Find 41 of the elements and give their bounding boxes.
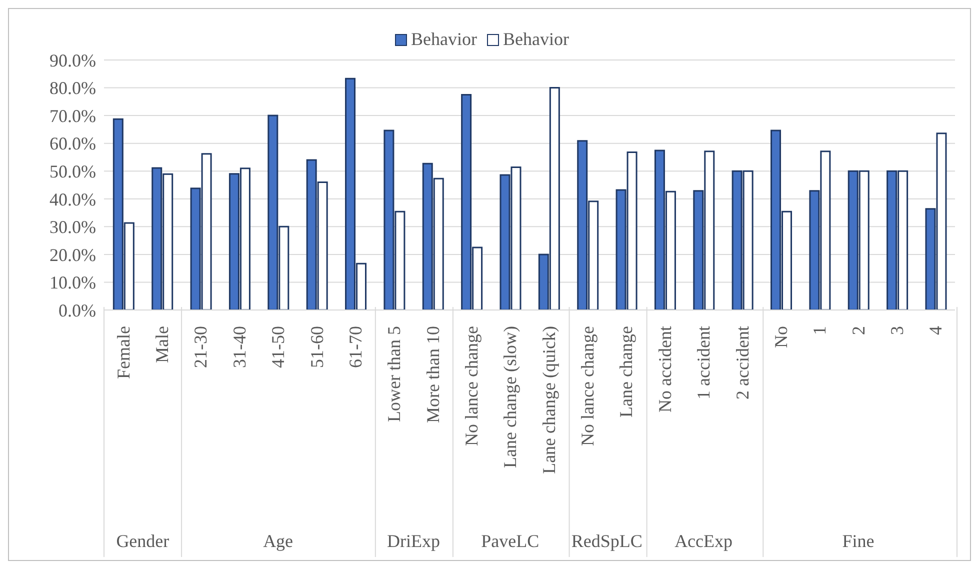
x-tick-label: 1 accident xyxy=(694,326,714,400)
x-tick-label: No accident xyxy=(654,326,675,412)
x-tick-label: 51-60 xyxy=(306,326,327,368)
text: Age xyxy=(263,531,294,551)
x-tick-label: 61-70 xyxy=(345,326,366,368)
x-tick-label: Female xyxy=(113,326,134,379)
x-tick-label: No lance change xyxy=(578,326,598,446)
x-tick-label: 4 xyxy=(926,326,946,335)
x-tick-label: 41-50 xyxy=(268,326,288,368)
x-tick-label: 21-30 xyxy=(190,326,211,368)
text: PaveLC xyxy=(481,531,540,551)
x-tick-label: Lane change (slow) xyxy=(500,326,520,468)
x-tick-label: 31-40 xyxy=(229,326,250,368)
y-tick-label: 50.0% xyxy=(50,162,96,182)
legend-label: Behavior xyxy=(410,29,477,50)
x-tick-label: 1 xyxy=(810,326,830,335)
x-tick-label: Male xyxy=(152,326,172,363)
text: DriExp xyxy=(386,531,440,551)
x-tick-label: 2 xyxy=(848,326,868,335)
y-tick-label: 10.0% xyxy=(50,272,96,293)
y-tick-label: 90.0% xyxy=(50,50,96,70)
y-tick-label: 0.0% xyxy=(58,300,96,320)
legend-label: Behavior xyxy=(502,29,569,50)
x-tick-label: 3 xyxy=(886,326,907,335)
x-tick-label: Lane change (quick) xyxy=(538,326,559,474)
x-tick-label: Lower than 5 xyxy=(384,326,404,422)
text: Gender xyxy=(116,531,170,551)
y-tick-label: 60.0% xyxy=(50,134,96,154)
y-tick-label: 30.0% xyxy=(50,217,96,238)
x-tick-label: No lance change xyxy=(461,326,482,446)
x-tick-label: Lane change xyxy=(616,326,636,418)
y-tick-label: 40.0% xyxy=(50,189,96,210)
text: AccExp xyxy=(674,531,733,551)
x-tick-label: 2 accident xyxy=(732,326,752,400)
y-tick-label: 70.0% xyxy=(50,106,96,126)
text: RedSpLC xyxy=(571,531,642,551)
text: Fine xyxy=(842,531,874,551)
x-tick-label: More than 10 xyxy=(422,326,443,423)
y-tick-label: 20.0% xyxy=(50,244,96,265)
x-tick-label: No xyxy=(770,326,791,348)
y-tick-label: 80.0% xyxy=(50,78,96,98)
